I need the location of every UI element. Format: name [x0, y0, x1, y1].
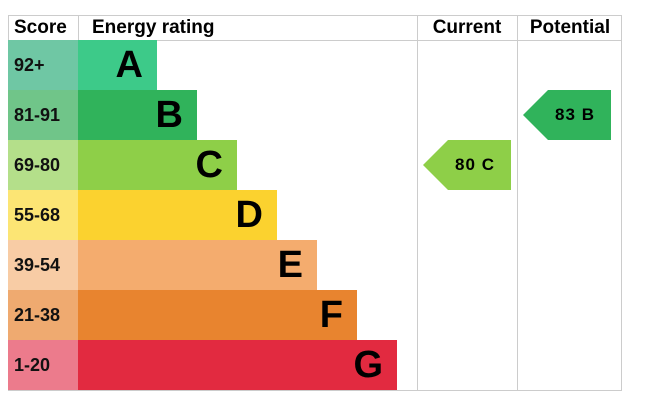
potential-arrow: [523, 90, 611, 140]
score-cell: [8, 240, 78, 290]
score-label: 69-80: [14, 155, 60, 175]
rating-letter: B: [156, 94, 183, 136]
rating-letter: A: [116, 44, 143, 86]
header-current: Current: [433, 17, 502, 38]
rating-letter: G: [353, 344, 383, 386]
rating-bar: [78, 240, 317, 290]
current-label: 80 C: [455, 155, 495, 174]
score-cell: [8, 40, 78, 90]
score-label: 92+: [14, 55, 45, 75]
rating-bar: [78, 140, 237, 190]
header-rating: Energy rating: [92, 17, 214, 38]
current-rating: C: [482, 155, 495, 174]
potential-value: 83: [555, 105, 576, 124]
rating-bar: [78, 290, 357, 340]
score-cell: [8, 190, 78, 240]
rating-letter: D: [236, 194, 263, 236]
score-cell: [8, 340, 78, 390]
score-label: 55-68: [14, 205, 60, 225]
rating-bar: [78, 340, 397, 390]
current-arrow: [423, 140, 511, 190]
rating-letter: C: [196, 144, 223, 186]
score-cell: [8, 90, 78, 140]
potential-label: 83 B: [555, 105, 595, 124]
score-cell: [8, 290, 78, 340]
score-label: 81-91: [14, 105, 60, 125]
rating-bar: [78, 40, 157, 90]
rating-bar: [78, 90, 197, 140]
rating-letter: F: [320, 294, 343, 336]
score-label: 39-54: [14, 255, 60, 275]
header-potential: Potential: [530, 17, 610, 38]
potential-rating: B: [582, 105, 595, 124]
rating-bar: [78, 190, 277, 240]
header-score: Score: [14, 17, 67, 38]
score-label: 1-20: [14, 355, 50, 375]
score-label: 21-38: [14, 305, 60, 325]
rating-letter: E: [278, 244, 303, 286]
score-cell: [8, 140, 78, 190]
current-value: 80: [455, 155, 476, 174]
